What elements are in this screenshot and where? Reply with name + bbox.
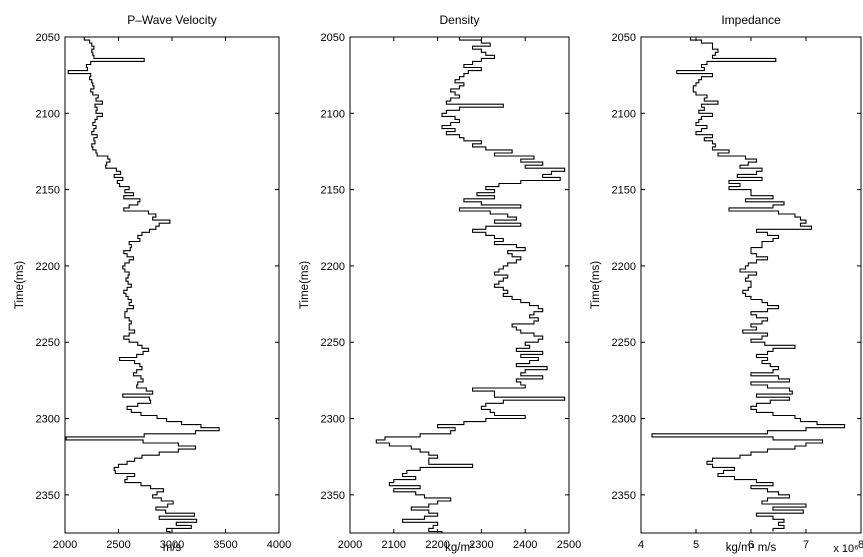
y-tick-label: 2100 [612, 108, 636, 120]
y-tick-label: 2200 [612, 261, 636, 273]
panel-impedance: Impedance 4 5 6 7 8 2050 2100 2150 2200 2250 2300 23… [590, 13, 863, 555]
x-tick-label: 8 [858, 539, 863, 551]
y-tick-label: 2100 [321, 108, 345, 120]
x-tick-label: 2500 [106, 539, 130, 551]
series-line-impedance [651, 37, 846, 532]
x-tick-label: 4000 [267, 539, 291, 551]
y-tick-label: 2250 [612, 337, 636, 349]
y-tick-label: 2300 [612, 414, 636, 426]
y-axis-label: Time(ms) [14, 261, 26, 309]
y-tick-label: 2050 [36, 32, 60, 44]
series-line-density [375, 37, 566, 534]
x-axis-label: kg/m³ [445, 542, 474, 554]
x-tick-label: 2100 [382, 539, 406, 551]
x-tick-label: 3500 [213, 539, 237, 551]
y-tick-label: 2350 [321, 490, 345, 502]
plot-frame [64, 36, 280, 534]
chart-title: P–Wave Velocity [127, 13, 217, 27]
x-tick-label: 2400 [513, 539, 537, 551]
y-tick-label: 2200 [321, 261, 345, 273]
y-axis-label: Time(ms) [299, 261, 311, 309]
y-tick-label: 2300 [36, 414, 60, 426]
y-tick-label: 2200 [36, 261, 60, 273]
y-tick-label: 2250 [36, 337, 60, 349]
x-axis-label: m/s [163, 542, 182, 554]
x-tick-label: 2500 [557, 539, 581, 551]
x-axis-multiplier: x 10⁶ [833, 543, 858, 555]
x-axis-label: kg/m³ m/s [726, 542, 777, 554]
x-tick-label: 2300 [469, 539, 493, 551]
x-tick-label: 7 [803, 539, 809, 551]
x-tick-label: 6 [748, 539, 754, 551]
series-line-p-wave-velocity [65, 37, 220, 534]
y-tick-label: 2350 [612, 490, 636, 502]
x-tick-label: 3000 [160, 539, 184, 551]
y-tick-label: 2150 [612, 185, 636, 197]
chart-title: Impedance [721, 13, 781, 27]
y-tick-label: 2350 [36, 490, 60, 502]
y-axis-label: Time(ms) [590, 261, 602, 309]
panel-p-wave-velocity: P–Wave Velocity 2000 2500 3000 3500 4000 2050 2… [14, 13, 291, 554]
plot-frame [349, 36, 570, 534]
x-tick-label: 4 [638, 539, 644, 551]
y-tick-label: 2100 [36, 108, 60, 120]
x-tick-label: 2000 [338, 539, 362, 551]
x-tick-label: 2000 [53, 539, 77, 551]
panel-density: Density 2000 2100 2200 2300 2400 2500 2050 2100 2… [299, 13, 581, 554]
x-tick-label: 2200 [425, 539, 449, 551]
y-tick-label: 2050 [612, 32, 636, 44]
y-tick-label: 2300 [321, 414, 345, 426]
x-tick-label: 5 [693, 539, 699, 551]
chart-title: Density [439, 13, 479, 27]
y-tick-label: 2150 [321, 185, 345, 197]
y-tick-label: 2250 [321, 337, 345, 349]
y-tick-label: 2050 [321, 32, 345, 44]
y-tick-label: 2150 [36, 185, 60, 197]
